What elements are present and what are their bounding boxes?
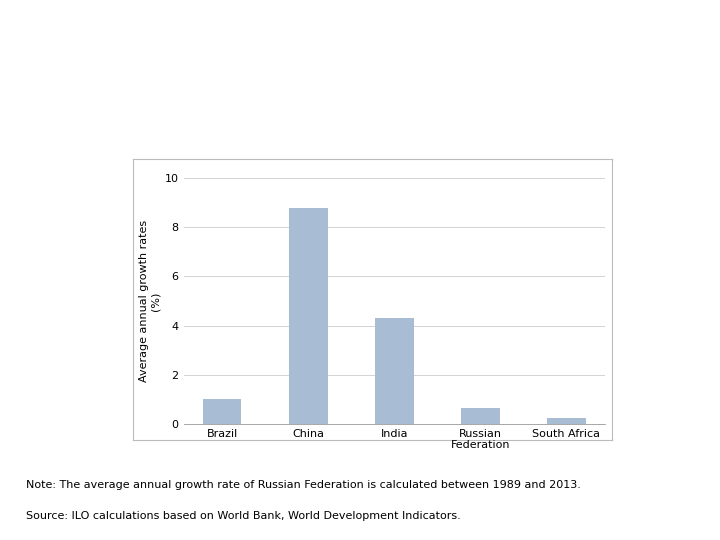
Text: Note: The average annual growth rate of Russian Federation is calculated between: Note: The average annual growth rate of … [26,481,581,490]
Y-axis label: Average annual growth rates
(%): Average annual growth rates (%) [139,220,161,382]
Text: Source: ILO calculations based on World Bank, World Development Indicators.: Source: ILO calculations based on World … [26,511,461,521]
Bar [461,408,500,424]
Text: GDP per capita - average annual
growth rates 1980-2013 (%): GDP per capita - average annual growth r… [106,33,614,97]
Bar [547,418,585,424]
Bar [375,318,413,424]
Bar [289,208,328,424]
Bar [203,400,241,424]
